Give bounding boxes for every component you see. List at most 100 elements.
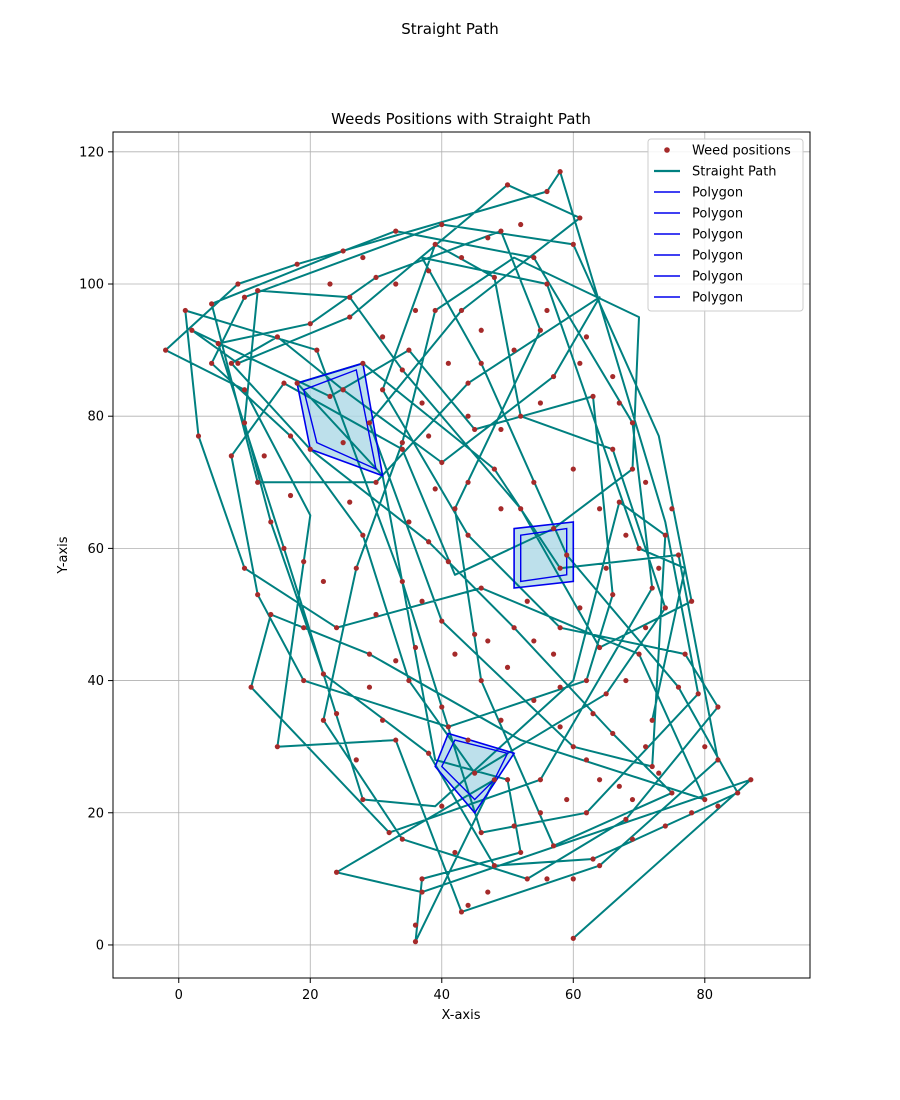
weed-point <box>610 730 616 737</box>
weed-point <box>590 711 596 717</box>
weed-point <box>419 889 425 895</box>
weed-point <box>537 327 544 333</box>
weed-point <box>596 506 603 512</box>
weed-point <box>649 763 655 770</box>
weed-point <box>629 836 636 842</box>
y-tick-label: 40 <box>87 674 104 689</box>
chart-title: Weeds Positions with Straight Path <box>331 110 591 128</box>
weed-point <box>623 532 629 538</box>
weed-point <box>228 360 234 366</box>
weed-point <box>439 704 445 710</box>
weed-point <box>294 261 300 267</box>
legend-entry-label: Polygon <box>692 291 743 306</box>
weed-point <box>504 182 511 188</box>
weed-point <box>570 466 576 472</box>
weed-point <box>590 393 596 399</box>
weed-point <box>675 684 682 690</box>
legend-marker <box>664 147 670 153</box>
weed-point <box>458 307 465 314</box>
weed-point <box>504 777 511 783</box>
weed-point <box>412 939 419 945</box>
weed-point <box>669 506 675 512</box>
x-tick-label: 80 <box>697 988 714 1003</box>
weed-point <box>426 539 432 545</box>
weed-point <box>596 863 603 869</box>
weed-point <box>465 532 471 538</box>
weed-point <box>353 565 359 571</box>
weed-point <box>399 440 405 446</box>
weed-point <box>478 327 484 333</box>
weed-point <box>287 492 294 499</box>
weed-point <box>478 585 484 591</box>
weed-point <box>327 393 333 399</box>
weed-point <box>577 215 583 221</box>
weed-point <box>426 433 432 439</box>
weed-point <box>366 684 373 690</box>
weed-point <box>623 677 629 684</box>
weed-point <box>478 360 484 366</box>
weed-point <box>412 922 419 928</box>
weed-point <box>327 281 333 287</box>
weed-point <box>511 625 517 631</box>
weed-point <box>537 777 544 783</box>
weed-point <box>426 268 432 274</box>
weed-point <box>491 274 497 281</box>
weed-point <box>465 737 471 743</box>
weed-point <box>347 499 353 505</box>
weed-point <box>616 499 622 505</box>
weed-point <box>669 790 675 796</box>
weed-point <box>662 823 668 829</box>
axis-ticks: 0 20 40 60 80 0 20 40 60 80 100 120 <box>79 145 713 1003</box>
x-tick-label: 40 <box>434 988 451 1003</box>
weed-point <box>340 248 346 254</box>
x-tick-label: 0 <box>175 988 183 1003</box>
weed-point <box>452 651 458 657</box>
weed-point <box>432 307 438 314</box>
weed-point <box>564 796 570 803</box>
weed-point <box>557 625 563 631</box>
weed-point <box>550 373 557 380</box>
weed-point <box>360 360 366 366</box>
weed-point <box>373 611 379 618</box>
weed-point <box>577 360 583 366</box>
weed-point <box>689 598 695 604</box>
weed-point <box>379 334 386 340</box>
weed-point <box>241 387 248 393</box>
weed-point <box>366 420 373 426</box>
weed-point <box>445 360 451 366</box>
weed-point <box>518 506 524 512</box>
weed-point <box>537 810 544 816</box>
weed-point <box>557 169 563 175</box>
weed-point <box>406 677 412 684</box>
weed-point <box>518 849 524 856</box>
weed-point <box>419 876 425 882</box>
weed-point <box>531 638 537 644</box>
weed-point <box>465 413 471 419</box>
weed-point <box>544 188 550 195</box>
weed-point <box>577 605 583 611</box>
weed-point <box>307 446 313 452</box>
y-tick-label: 80 <box>87 410 104 425</box>
weed-point <box>583 677 590 684</box>
weed-point <box>333 869 340 875</box>
weed-point <box>399 578 405 585</box>
weed-point <box>511 823 517 829</box>
weed-point <box>412 644 419 651</box>
weed-point <box>393 737 399 743</box>
weed-point <box>498 506 504 512</box>
weed-point <box>314 347 320 353</box>
obstacle-polygon-outline <box>434 732 516 815</box>
weed-point <box>544 281 550 287</box>
legend: Weed positions Straight Path Polygon Polygo… <box>647 138 804 312</box>
weed-point <box>287 433 294 439</box>
weed-point <box>610 373 616 380</box>
weed-point <box>570 241 576 247</box>
weed-point <box>215 340 221 347</box>
weed-point <box>301 559 307 565</box>
x-tick-label: 60 <box>565 988 582 1003</box>
weed-point <box>458 254 465 261</box>
weed-point <box>518 221 524 228</box>
weed-point <box>255 288 261 294</box>
weed-point <box>320 578 327 585</box>
